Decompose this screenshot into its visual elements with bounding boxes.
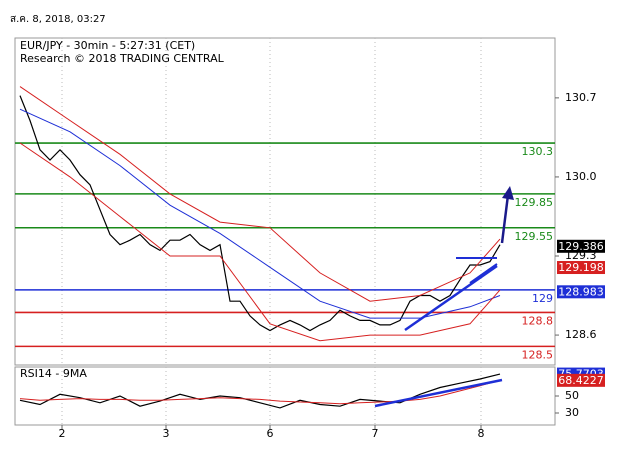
trend-line xyxy=(404,264,498,332)
arrow xyxy=(500,194,510,244)
level-label: 129 xyxy=(532,292,553,305)
plot-layer: 128.6129.3130.0130.7130.3129.85129.55129… xyxy=(15,38,605,440)
y-tick-label: 130.7 xyxy=(565,91,597,104)
price-marker xyxy=(557,285,605,299)
y-tick-label: 30 xyxy=(565,406,579,419)
series-line xyxy=(19,142,501,342)
x-tick-label: 2 xyxy=(59,427,66,440)
annotations xyxy=(374,186,514,408)
x-tick-label: 8 xyxy=(478,427,485,440)
trend-line xyxy=(469,263,498,284)
price-marker xyxy=(557,239,605,253)
chart-title: EUR/JPY - 30min - 5:27:31 (CET) xyxy=(20,39,195,52)
price-marker-label: 129.198 xyxy=(558,261,604,274)
series-line xyxy=(19,108,501,319)
rsi-trend-line xyxy=(374,378,503,408)
price-marker xyxy=(557,373,605,387)
series-line xyxy=(19,373,501,409)
level-label: 130.3 xyxy=(522,145,554,158)
price-marker xyxy=(557,261,605,275)
rsi-title: RSI14 - 9MA xyxy=(20,367,87,380)
arrow-head xyxy=(502,186,514,200)
y-tick-label: 130.0 xyxy=(565,170,597,183)
level-label: 128.8 xyxy=(522,314,554,327)
timestamp: ส.ค. 8, 2018, 03:27 xyxy=(10,14,106,25)
x-tick-label: 6 xyxy=(267,427,274,440)
level-label: 129.85 xyxy=(515,196,554,209)
level-label: 128.5 xyxy=(522,348,554,361)
price-marker-label: 128.983 xyxy=(558,285,604,298)
level-label: 129.55 xyxy=(515,230,554,243)
x-tick-label: 7 xyxy=(372,427,379,440)
series-line xyxy=(19,86,501,302)
chart-subtitle: Research © 2018 TRADING CENTRAL xyxy=(20,52,225,65)
series-line xyxy=(19,379,501,405)
y-tick-label: 128.6 xyxy=(565,328,597,341)
price-marker-label: 129.386 xyxy=(558,240,604,253)
price-marker-label: 68.4227 xyxy=(558,374,604,387)
main-panel xyxy=(14,37,556,366)
x-tick-label: 3 xyxy=(163,427,170,440)
y-tick-label: 50 xyxy=(565,389,579,402)
